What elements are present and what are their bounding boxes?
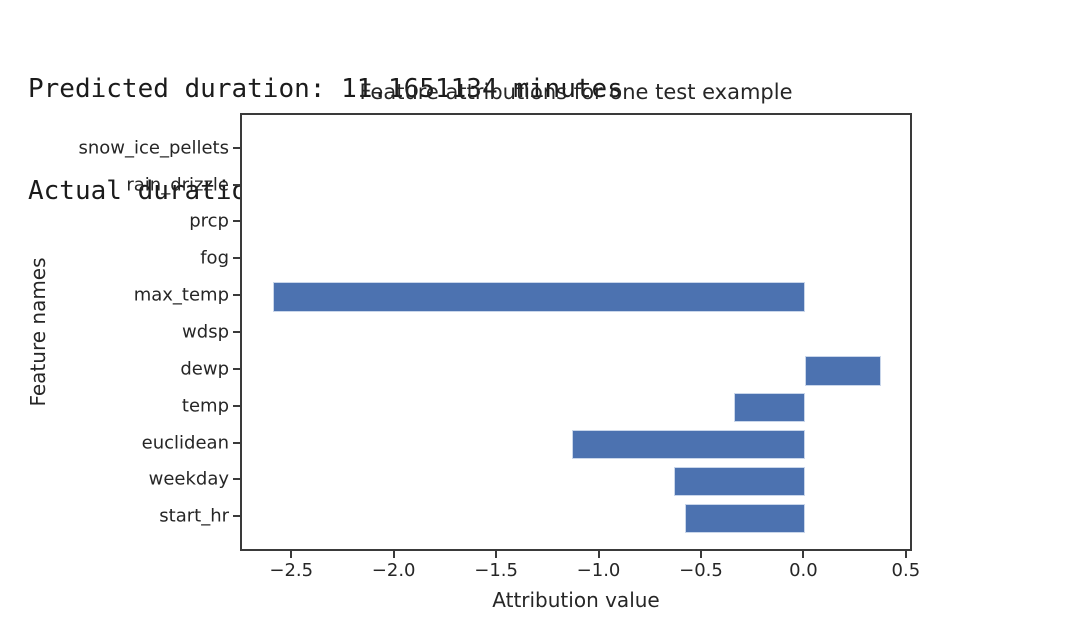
bar-dewp (805, 356, 882, 386)
x-tick-label: −1.5 (474, 560, 518, 581)
y-tick-label-euclidean: euclidean (141, 432, 229, 454)
x-axis-label: Attribution value (492, 588, 660, 612)
y-tick-mark (233, 367, 240, 370)
y-tick-mark (233, 220, 240, 223)
y-tick-label-fog: fog (200, 247, 229, 269)
y-tick-label-start_hr: start_hr (159, 505, 229, 527)
x-tick-label: −1.0 (576, 560, 621, 581)
y-tick-label-rain_drizzle: rain_drizzle (126, 174, 229, 196)
x-tick-mark (597, 551, 600, 558)
bar-weekday (674, 466, 806, 497)
y-tick-mark (233, 478, 240, 481)
y-tick-label-prcp: prcp (189, 210, 229, 232)
y-tick-mark (233, 331, 240, 333)
chart-title: Feature attributions for one test exampl… (359, 80, 793, 104)
y-tick-label-temp: temp (181, 395, 229, 417)
x-tick-label: −2.0 (371, 560, 416, 581)
bar-euclidean (571, 429, 806, 460)
bar-temp (733, 392, 806, 423)
y-tick-mark (233, 441, 240, 444)
y-tick-mark (233, 294, 240, 297)
y-tick-label-wdsp: wdsp (182, 321, 229, 343)
x-tick-mark (699, 551, 702, 558)
plot-area (240, 113, 912, 551)
x-tick-mark (904, 551, 907, 558)
x-tick-label: −0.5 (679, 560, 723, 581)
x-tick-mark (290, 551, 293, 558)
x-tick-mark (392, 551, 395, 558)
y-axis-label: Feature names (26, 257, 50, 407)
bar-start_hr (684, 503, 806, 534)
x-tick-mark (802, 551, 805, 558)
bar-max_temp (272, 282, 806, 312)
x-tick-label: −2.5 (269, 560, 314, 581)
y-tick-label-max_temp: max_temp (133, 284, 229, 306)
y-tick-label-dewp: dewp (180, 358, 229, 380)
y-tick-label-weekday: weekday (148, 468, 229, 490)
y-tick-mark (233, 515, 240, 518)
x-tick-label: 0.0 (789, 560, 818, 581)
y-tick-mark (233, 404, 240, 407)
y-tick-mark (233, 146, 240, 149)
y-tick-mark (233, 257, 240, 260)
x-tick-mark (495, 551, 498, 558)
y-tick-label-snow_ice_pellets: snow_ice_pellets (78, 137, 229, 159)
x-tick-label: 0.5 (891, 560, 921, 581)
predicted-duration-text: Predicted duration: 11.1651134 minutes (28, 74, 623, 104)
y-tick-mark (233, 183, 240, 186)
